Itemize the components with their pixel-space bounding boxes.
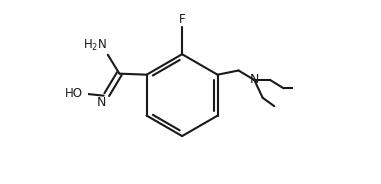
Text: HO: HO [65, 87, 83, 100]
Text: H$_2$N: H$_2$N [83, 38, 107, 53]
Text: N: N [96, 96, 106, 109]
Text: F: F [179, 13, 186, 26]
Text: N: N [250, 73, 259, 86]
